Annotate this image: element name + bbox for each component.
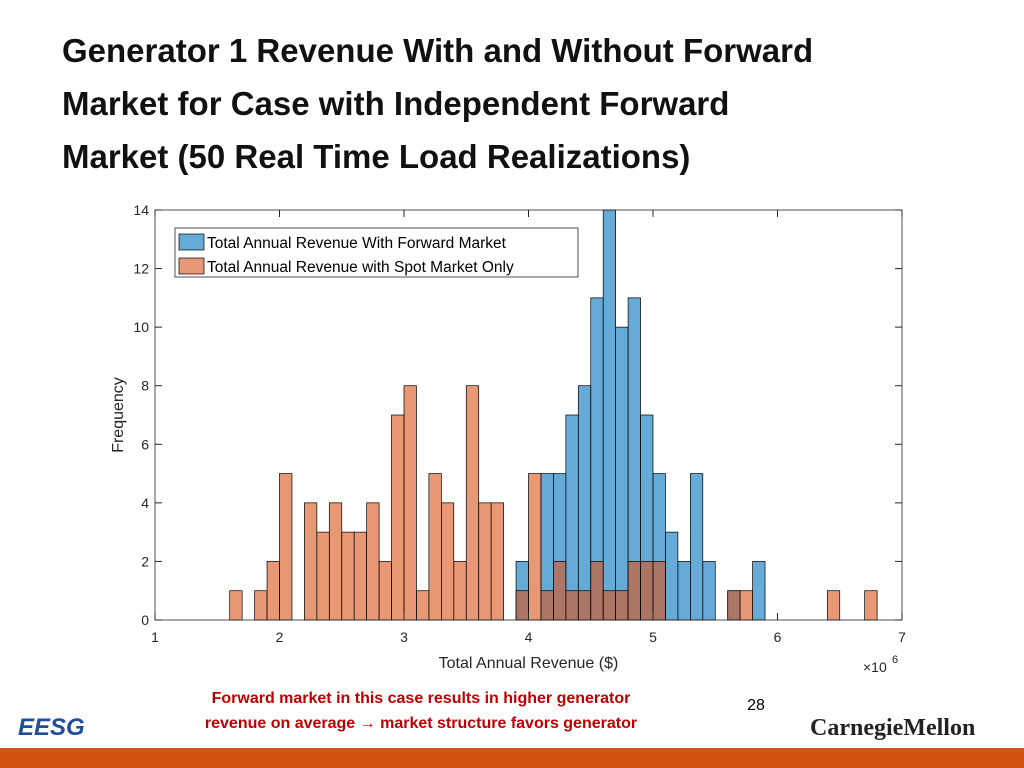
hist-bar bbox=[590, 561, 604, 621]
hist-bar bbox=[341, 531, 355, 621]
x-tick-label: 2 bbox=[276, 629, 284, 645]
hist-bar bbox=[478, 502, 492, 621]
y-tick-label: 6 bbox=[141, 436, 149, 452]
hist-bar bbox=[229, 590, 243, 621]
hist-bar bbox=[826, 590, 841, 621]
hist-bar bbox=[602, 590, 617, 621]
legend-label: Total Annual Revenue with Spot Market On… bbox=[207, 259, 514, 276]
hist-bar bbox=[465, 385, 480, 621]
hist-bar bbox=[640, 561, 654, 621]
note-line: revenue on average → market structure fa… bbox=[205, 715, 637, 732]
hist-bar bbox=[353, 531, 368, 621]
left-logo: EESG bbox=[18, 714, 85, 741]
y-axis-label: Frequency bbox=[110, 377, 127, 453]
hist-bar bbox=[665, 531, 679, 621]
x-tick-label: 6 bbox=[774, 629, 782, 645]
hist-bar bbox=[528, 473, 542, 621]
hist-bar bbox=[677, 561, 691, 621]
right-logo: CarnegieMellon bbox=[810, 715, 975, 741]
title-line: Market (50 Real Time Load Realizations) bbox=[62, 138, 690, 175]
hist-bar bbox=[441, 502, 455, 621]
hist-bar bbox=[391, 414, 405, 621]
hist-bar bbox=[577, 385, 592, 621]
x-tick-label: 4 bbox=[525, 629, 533, 645]
y-tick-label: 10 bbox=[133, 319, 149, 335]
page-number: 28 bbox=[747, 697, 765, 714]
hist-bar bbox=[864, 590, 878, 621]
x-tick-label: 7 bbox=[898, 629, 906, 645]
hist-bar bbox=[316, 531, 330, 621]
hist-bar bbox=[453, 561, 467, 621]
hist-bar bbox=[752, 561, 766, 621]
hist-bar bbox=[702, 561, 716, 621]
y-tick-label: 4 bbox=[141, 495, 149, 511]
hist-bar bbox=[416, 590, 430, 621]
x-exponent: 6 bbox=[892, 654, 898, 666]
y-tick-label: 2 bbox=[141, 553, 149, 569]
hist-bar bbox=[254, 590, 268, 621]
x-multiplier: ×10 bbox=[863, 659, 887, 675]
hist-bar bbox=[540, 590, 554, 621]
hist-bar bbox=[428, 473, 442, 621]
note-line: Forward market in this case results in h… bbox=[212, 690, 631, 707]
hist-bar bbox=[304, 502, 318, 621]
hist-bar bbox=[577, 590, 592, 621]
y-tick-label: 8 bbox=[141, 378, 149, 394]
hist-bar bbox=[689, 473, 704, 621]
legend-swatch bbox=[178, 233, 205, 251]
title-line: Generator 1 Revenue With and Without For… bbox=[62, 32, 813, 69]
hist-bar bbox=[366, 502, 380, 621]
hist-bar bbox=[652, 561, 666, 621]
hist-bar bbox=[602, 209, 617, 621]
hist-bar bbox=[266, 561, 280, 621]
hist-bar bbox=[615, 326, 629, 621]
hist-bar bbox=[403, 385, 417, 621]
hist-bar bbox=[515, 590, 529, 621]
hist-bar bbox=[328, 502, 343, 621]
hist-bar bbox=[727, 590, 741, 621]
hist-bar bbox=[490, 502, 504, 621]
footer-bar bbox=[0, 748, 1024, 768]
y-tick-label: 12 bbox=[133, 261, 149, 277]
hist-bar bbox=[279, 473, 293, 621]
legend-label: Total Annual Revenue With Forward Market bbox=[207, 235, 507, 252]
x-axis-label: Total Annual Revenue ($) bbox=[439, 655, 619, 672]
title-line: Market for Case with Independent Forward bbox=[62, 85, 729, 122]
y-tick-label: 14 bbox=[133, 202, 149, 218]
hist-bar bbox=[739, 590, 753, 621]
hist-bar bbox=[615, 590, 629, 621]
hist-bar bbox=[553, 561, 567, 621]
y-tick-label: 0 bbox=[141, 612, 149, 628]
x-tick-label: 3 bbox=[400, 629, 408, 645]
x-tick-label: 5 bbox=[649, 629, 657, 645]
legend-box bbox=[174, 227, 579, 278]
hist-bar bbox=[378, 561, 392, 621]
hist-bar bbox=[565, 414, 579, 621]
legend-swatch bbox=[178, 257, 205, 275]
hist-bar bbox=[565, 590, 579, 621]
hist-bar bbox=[627, 561, 641, 621]
x-tick-label: 1 bbox=[151, 629, 159, 645]
